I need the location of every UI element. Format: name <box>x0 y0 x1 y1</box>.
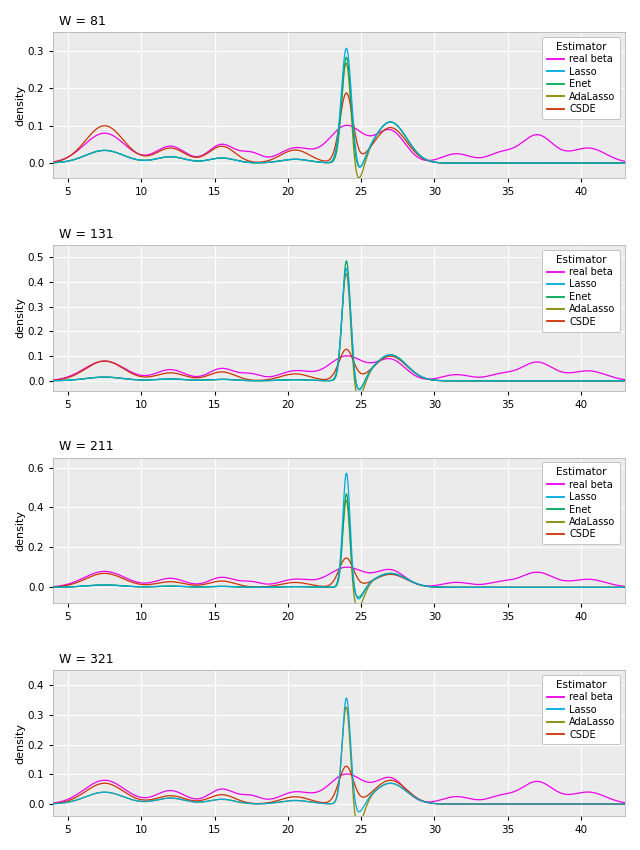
Text: W = 81: W = 81 <box>59 15 106 28</box>
Text: W = 131: W = 131 <box>59 228 114 241</box>
Legend: real beta, Lasso, AdaLasso, CSDE: real beta, Lasso, AdaLasso, CSDE <box>542 675 620 745</box>
Text: W = 211: W = 211 <box>59 440 114 453</box>
Text: W = 321: W = 321 <box>59 653 114 666</box>
Y-axis label: density: density <box>15 298 25 338</box>
Legend: real beta, Lasso, Enet, AdaLasso, CSDE: real beta, Lasso, Enet, AdaLasso, CSDE <box>542 37 620 119</box>
Legend: real beta, Lasso, Enet, AdaLasso, CSDE: real beta, Lasso, Enet, AdaLasso, CSDE <box>542 462 620 544</box>
Y-axis label: density: density <box>15 510 25 551</box>
Legend: real beta, Lasso, Enet, AdaLasso, CSDE: real beta, Lasso, Enet, AdaLasso, CSDE <box>542 250 620 332</box>
Y-axis label: density: density <box>15 722 25 763</box>
Y-axis label: density: density <box>15 85 25 126</box>
